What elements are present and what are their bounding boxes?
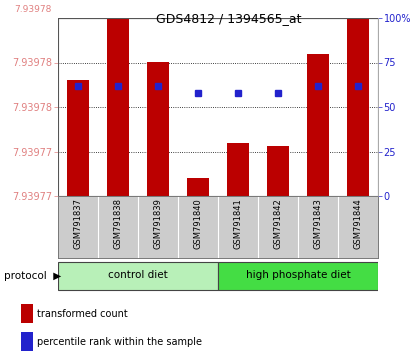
Bar (67, 80, 89, 196)
Bar (107, 18, 129, 196)
Text: GSM791841: GSM791841 (234, 198, 242, 249)
Text: GSM791839: GSM791839 (154, 198, 163, 249)
Text: GSM791837: GSM791837 (73, 198, 83, 249)
Bar (21, 332, 33, 351)
Text: GSM791840: GSM791840 (193, 198, 203, 249)
Text: transformed count: transformed count (37, 309, 128, 319)
FancyBboxPatch shape (218, 262, 378, 290)
Text: protocol  ▶: protocol ▶ (4, 271, 61, 281)
Bar (147, 63, 169, 196)
Text: GDS4812 / 1394565_at: GDS4812 / 1394565_at (156, 12, 301, 25)
Text: GSM791844: GSM791844 (354, 198, 362, 249)
Bar (307, 53, 329, 196)
Text: percentile rank within the sample: percentile rank within the sample (37, 337, 203, 347)
Bar (187, 178, 209, 196)
Text: 7.93978: 7.93978 (15, 5, 52, 14)
Text: GSM791843: GSM791843 (313, 198, 322, 249)
Text: high phosphate diet: high phosphate diet (246, 270, 350, 280)
FancyBboxPatch shape (58, 262, 218, 290)
Bar (347, 18, 369, 196)
Text: GSM791838: GSM791838 (113, 198, 122, 249)
Text: GSM791842: GSM791842 (273, 198, 283, 249)
Bar (267, 146, 289, 196)
Bar (227, 143, 249, 196)
Text: control diet: control diet (108, 270, 168, 280)
Bar (21, 304, 33, 323)
